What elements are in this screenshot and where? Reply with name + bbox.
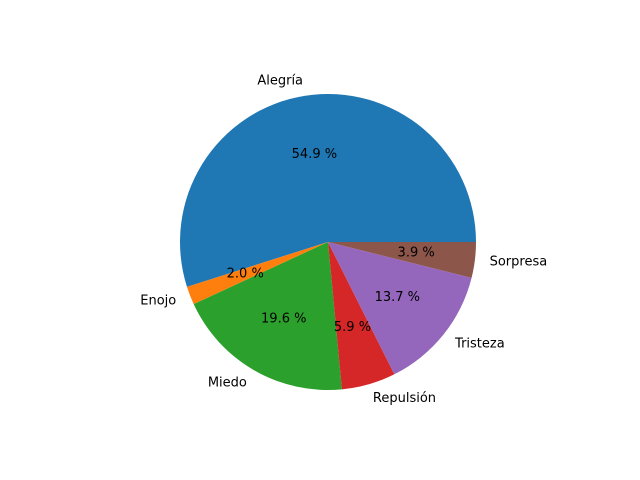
slice-alegria <box>180 94 477 287</box>
label-sorpresa: Sorpresa <box>490 254 548 269</box>
pct-label-alegria: 54.9 % <box>292 147 337 162</box>
pct-label-sorpresa: 3.9 % <box>398 245 435 260</box>
slice-repulsion <box>328 242 395 390</box>
slice-enojo <box>186 242 328 305</box>
pie-labels: Alegría 54.9 % Enojo 2.0 % Miedo 19.6 % Repuls… <box>140 74 547 406</box>
label-miedo: Miedo <box>208 376 247 391</box>
slice-miedo <box>193 242 342 390</box>
pct-label-tristeza: 13.7 % <box>375 290 420 305</box>
label-alegria: Alegría <box>257 74 303 89</box>
label-enojo: Enojo <box>140 293 176 308</box>
pct-label-enojo: 2.0 % <box>227 267 264 282</box>
label-tristeza: Tristeza <box>454 336 505 351</box>
label-repulsion: Repulsión <box>373 391 436 406</box>
pct-label-repulsion: 5.9 % <box>334 320 371 335</box>
slice-tristeza <box>328 242 472 375</box>
slice-sorpresa <box>328 242 476 278</box>
pie-slices <box>180 94 477 390</box>
pct-label-miedo: 19.6 % <box>261 311 306 326</box>
